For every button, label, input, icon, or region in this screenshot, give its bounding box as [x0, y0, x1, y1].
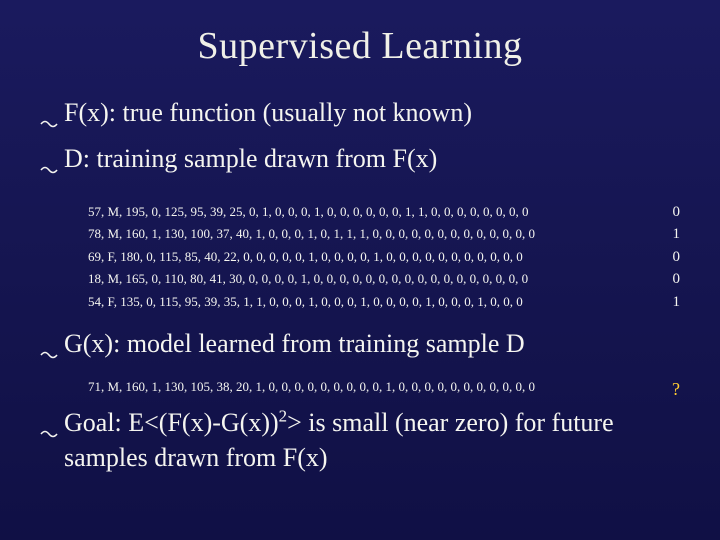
training-data-block: 57, M, 195, 0, 125, 95, 39, 25, 0, 1, 0,…: [88, 201, 680, 314]
row-label-unknown: ?: [672, 379, 680, 400]
data-row: 18, M, 165, 0, 110, 80, 41, 30, 0, 0, 0,…: [88, 268, 680, 291]
row-features: 78, M, 160, 1, 130, 100, 37, 40, 1, 0, 0…: [88, 224, 645, 244]
data-row: 57, M, 195, 0, 125, 95, 39, 25, 0, 1, 0,…: [88, 201, 680, 224]
bullet-text: Goal: E<(F(x)-G(x))2> is small (near zer…: [64, 406, 680, 475]
row-label: 1: [673, 291, 681, 314]
row-features: 69, F, 180, 0, 115, 85, 40, 22, 0, 0, 0,…: [88, 247, 645, 267]
row-features: 71, M, 160, 1, 130, 105, 38, 20, 1, 0, 0…: [88, 379, 644, 400]
bullet-text: D: training sample drawn from F(x): [64, 142, 680, 176]
bullet-goal: Goal: E<(F(x)-G(x))2> is small (near zer…: [40, 406, 680, 475]
bullet-d: D: training sample drawn from F(x): [40, 142, 680, 186]
bullet-icon: [40, 106, 58, 140]
bullet-fx: F(x): true function (usually not known): [40, 96, 680, 140]
bullet-icon: [40, 416, 58, 450]
row-label: 0: [673, 201, 681, 224]
bullet-icon: [40, 337, 58, 371]
row-features: 18, M, 165, 0, 110, 80, 41, 30, 0, 0, 0,…: [88, 269, 645, 289]
row-label: 0: [673, 268, 681, 291]
data-row: 69, F, 180, 0, 115, 85, 40, 22, 0, 0, 0,…: [88, 246, 680, 269]
row-label: 1: [673, 223, 681, 246]
row-features: 54, F, 135, 0, 115, 95, 39, 35, 1, 1, 0,…: [88, 292, 645, 312]
row-label: 0: [673, 246, 681, 269]
bullet-text: G(x): model learned from training sample…: [64, 327, 680, 361]
bullet-gx: G(x): model learned from training sample…: [40, 327, 680, 371]
bullet-text: F(x): true function (usually not known): [64, 96, 680, 130]
data-row: 78, M, 160, 1, 130, 100, 37, 40, 1, 0, 0…: [88, 223, 680, 246]
test-row: 71, M, 160, 1, 130, 105, 38, 20, 1, 0, 0…: [88, 379, 680, 400]
bullet-icon: [40, 152, 58, 186]
data-row: 54, F, 135, 0, 115, 95, 39, 35, 1, 1, 0,…: [88, 291, 680, 314]
row-features: 57, M, 195, 0, 125, 95, 39, 25, 0, 1, 0,…: [88, 202, 645, 222]
slide-title: Supervised Learning: [40, 24, 680, 68]
